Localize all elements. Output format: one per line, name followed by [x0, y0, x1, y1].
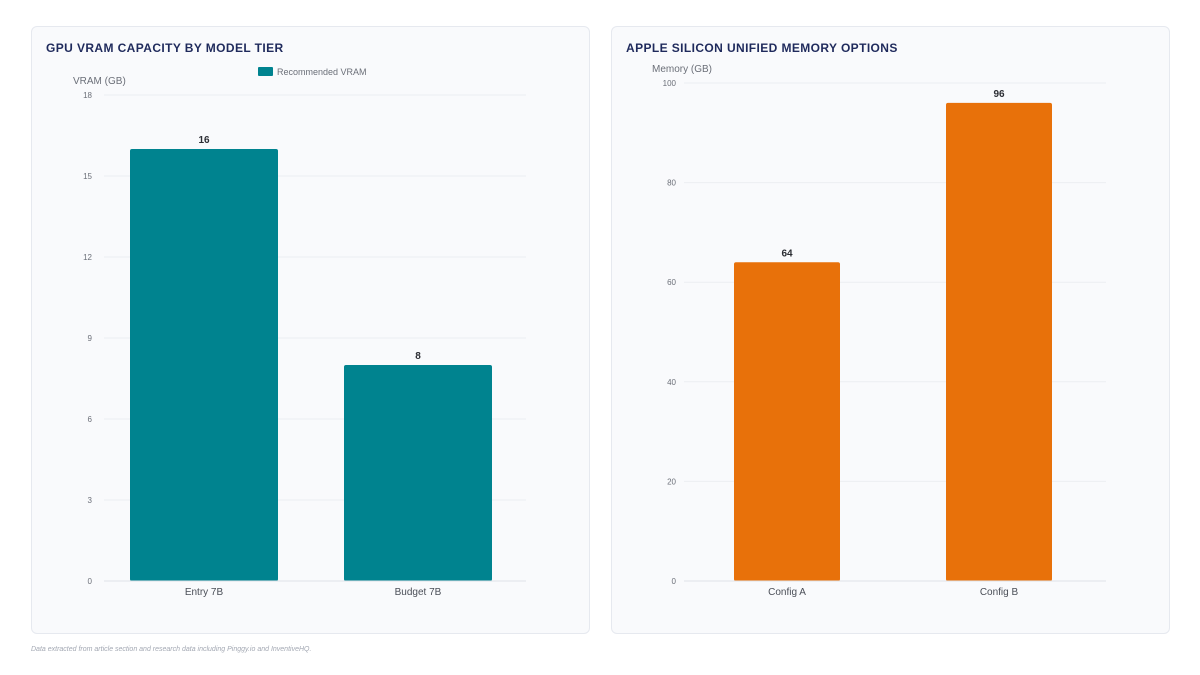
bar-value-label: 96 [993, 89, 1005, 100]
y-axis-label: VRAM (GB) [73, 76, 126, 87]
memory-chart: 0 20 40 60 80 100 Memory (GB) 64 Config A 96 Confi… [652, 64, 1106, 598]
source-footnote: Data extracted from article section and … [31, 646, 312, 653]
y-tick-label: 40 [667, 378, 676, 387]
vram-chart: 0 3 6 9 12 15 18 VRAM (GB) Recommended VRAM 16 Ent… [73, 67, 526, 598]
y-tick-label: 3 [88, 496, 93, 505]
vram-chart-title: GPU VRAM CAPACITY BY MODEL TIER [46, 41, 284, 55]
memory-chart-title: APPLE SILICON UNIFIED MEMORY OPTIONS [626, 41, 898, 55]
y-tick-label: 15 [83, 172, 92, 181]
vram-chart-panel: GPU VRAM CAPACITY BY MODEL TIER 0 3 6 9 12 15… [31, 26, 590, 634]
bar-budget-7b [344, 365, 492, 581]
bar-value-label: 16 [198, 135, 210, 146]
y-tick-label: 0 [672, 577, 677, 586]
legend-swatch [258, 67, 273, 76]
y-tick-label: 0 [88, 577, 93, 586]
x-tick-label: Config A [768, 587, 806, 598]
y-tick-label: 60 [667, 278, 676, 287]
y-tick-label: 6 [88, 415, 93, 424]
bar-value-label: 8 [415, 351, 421, 362]
bar-config-b [946, 102, 1052, 582]
y-tick-label: 100 [663, 79, 677, 88]
y-tick-label: 18 [83, 91, 92, 100]
x-tick-label: Budget 7B [395, 587, 442, 598]
x-tick-label: Config B [980, 587, 1019, 598]
bar-value-label: 64 [781, 248, 793, 259]
bar-config-a [734, 262, 840, 581]
y-tick-label: 80 [667, 179, 676, 188]
y-tick-label: 12 [83, 253, 92, 262]
memory-chart-panel: APPLE SILICON UNIFIED MEMORY OPTIONS 0 20… [611, 26, 1170, 634]
y-tick-label: 9 [88, 334, 93, 343]
bar-entry-7b [130, 149, 278, 581]
legend-label: Recommended VRAM [277, 67, 367, 77]
y-tick-label: 20 [667, 477, 676, 486]
y-axis-label: Memory (GB) [652, 64, 712, 75]
x-tick-label: Entry 7B [185, 587, 224, 598]
